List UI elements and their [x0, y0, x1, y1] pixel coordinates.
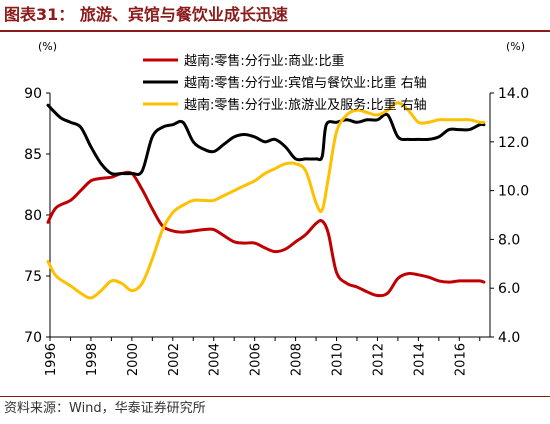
x-tick-label: 2002 — [167, 343, 182, 376]
chart-title: 图表31： 旅游、宾馆与餐饮业成长迅速 — [4, 5, 288, 24]
right-tick-label: 10.0 — [498, 184, 529, 200]
x-tick-label: 2006 — [249, 343, 264, 376]
right-axis-unit-label: (%) — [506, 40, 525, 53]
x-tick-label: 2008 — [290, 343, 305, 376]
right-tick-label: 4.0 — [498, 330, 520, 346]
left-tick-label: 90 — [24, 86, 42, 102]
left-tick-label: 80 — [24, 208, 42, 224]
line-chart: 70 75 80 85 90 4.0 6.0 8.0 10.0 12.0 14.0 1996 1998 2… — [24, 40, 529, 376]
series-line-3 — [46, 101, 486, 300]
right-tick-label: 14.0 — [498, 86, 529, 102]
left-tick-label: 85 — [24, 147, 42, 163]
x-tick-label: 2004 — [208, 343, 223, 376]
x-tick-label: 2012 — [371, 343, 386, 376]
legend-label-2: 越南:零售:分行业:宾馆与餐饮业:比重 右轴 — [184, 75, 427, 91]
series-layer — [46, 101, 486, 300]
axes-layer: 70 75 80 85 90 4.0 6.0 8.0 10.0 12.0 14.0 1996 1998 2… — [24, 86, 529, 376]
title-divider — [0, 30, 550, 32]
left-tick-label: 75 — [24, 269, 42, 285]
x-tick-label: 2014 — [412, 343, 427, 376]
right-tick-label: 12.0 — [498, 135, 529, 151]
footer-divider — [0, 396, 550, 397]
x-tick-label: 1996 — [44, 343, 59, 376]
left-tick-label: 70 — [24, 330, 42, 346]
left-axis-unit-label: (%) — [38, 40, 57, 53]
legend-label-3: 越南:零售:分行业:旅游业及服务:比重 右轴 — [184, 97, 427, 113]
right-tick-label: 8.0 — [498, 232, 520, 248]
x-tick-label: 2010 — [331, 343, 346, 376]
x-tick-label: 1998 — [85, 343, 100, 376]
legend-label-1: 越南:零售:分行业:商业:比重 — [184, 53, 345, 69]
x-tick-label: 2016 — [453, 343, 468, 376]
right-tick-label: 6.0 — [498, 281, 520, 297]
source-note: 资料来源：Wind，华泰证券研究所 — [4, 401, 206, 416]
series-line-2 — [46, 103, 486, 176]
x-tick-label: 2000 — [126, 343, 141, 376]
series-line-1 — [46, 170, 486, 298]
